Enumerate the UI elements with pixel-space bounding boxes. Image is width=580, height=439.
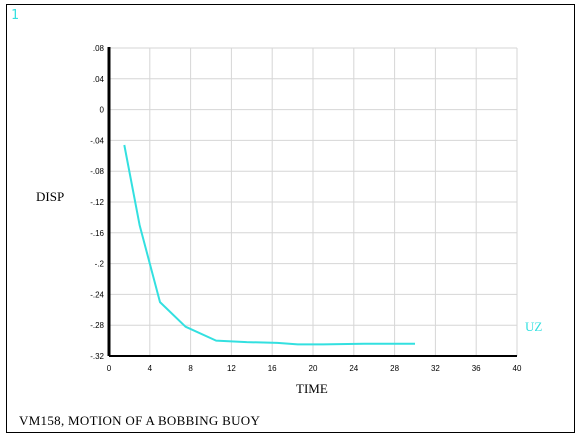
x-tick-label: 40: [513, 364, 522, 373]
axes-layer: 0 4 8 12 16 20 24 28 32 36 40 .08 .04 0 -.04 -.08 -.12 -.…: [90, 44, 522, 373]
footer-title: VM158, MOTION OF A BOBBING BUOY: [19, 413, 261, 428]
window-number: 1: [11, 8, 19, 23]
y-tick-label: -.16: [90, 229, 104, 238]
x-tick-label: 36: [472, 364, 481, 373]
y-tick-label: -.04: [90, 136, 104, 145]
y-tick-label: -.12: [90, 198, 104, 207]
y-tick-label: -.32: [90, 352, 104, 361]
y-axis-label: DISP: [36, 189, 64, 204]
grid-layer: [108, 47, 518, 357]
y-tick-label: -.2: [95, 260, 105, 269]
y-tick-label: 0: [100, 106, 105, 115]
x-tick-label: 12: [227, 364, 236, 373]
x-tick-label: 8: [188, 364, 193, 373]
x-tick-label: 32: [431, 364, 440, 373]
x-tick-label: 20: [309, 364, 318, 373]
x-axis-label: TIME: [296, 381, 328, 396]
series-line-uz: [123, 144, 415, 346]
x-tick-label: 0: [107, 364, 112, 373]
series-label-uz: UZ: [525, 319, 542, 334]
y-tick-label: -.24: [90, 290, 104, 299]
y-tick-label: .04: [93, 75, 105, 84]
y-tick-label: .08: [93, 44, 105, 53]
y-tick-label: -.28: [90, 321, 104, 330]
x-tick-label: 16: [268, 364, 277, 373]
y-tick-label: -.08: [90, 167, 104, 176]
series-layer: [123, 144, 415, 346]
x-tick-label: 4: [148, 364, 153, 373]
x-tick-label: 24: [349, 364, 358, 373]
x-tick-label: 28: [390, 364, 399, 373]
graphics-window: [6, 4, 575, 433]
